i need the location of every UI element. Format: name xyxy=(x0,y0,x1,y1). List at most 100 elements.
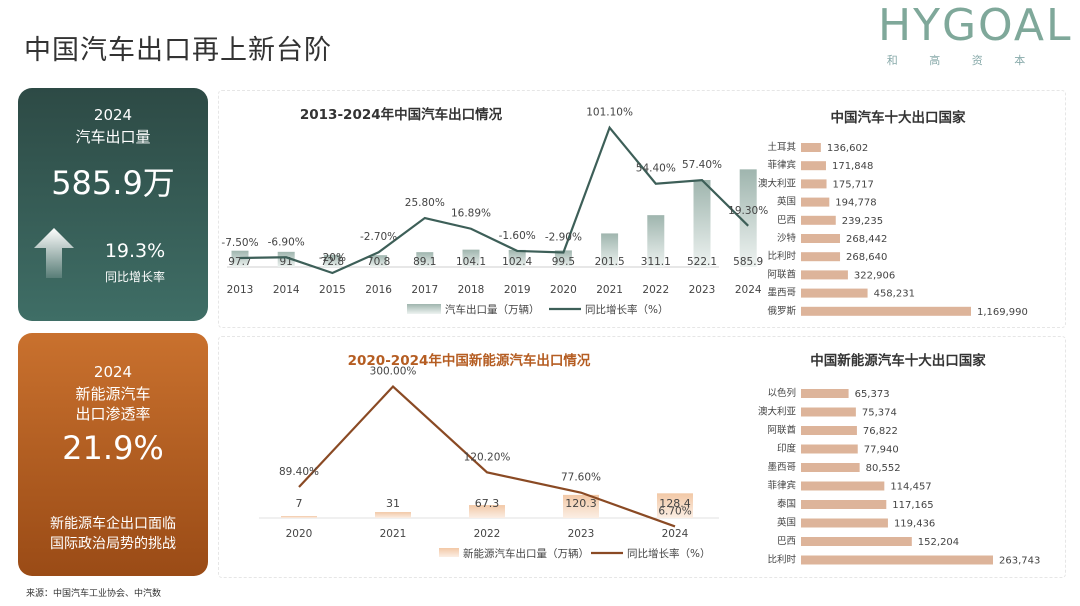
nev-x-tick-label: 2021 xyxy=(380,528,407,540)
export-value: 585.9万 xyxy=(51,164,175,202)
x-tick-label: 2015 xyxy=(319,284,346,296)
country-bar xyxy=(801,197,830,207)
country-label: 阿联酋 xyxy=(767,268,796,280)
country-value: 322,906 xyxy=(854,270,895,281)
nev-country-label: 阿联酋 xyxy=(767,424,796,436)
source-note: 来源：中国汽车工业协会、中汽数 xyxy=(26,589,162,599)
logo-text: HYGOAL xyxy=(878,0,1073,51)
nev-growth-label: 120.20% xyxy=(464,451,511,463)
nev-x-tick-label: 2022 xyxy=(474,528,501,540)
nev-country-bar xyxy=(801,537,912,546)
nev-label-2: 出口渗透率 xyxy=(75,405,151,423)
growth-label: -2.90% xyxy=(545,231,582,243)
volume-bar xyxy=(693,179,711,267)
nev-country-label: 英国 xyxy=(777,517,796,529)
nev-country-bar xyxy=(801,444,858,454)
volume-bar xyxy=(647,215,665,267)
nev-legend-volume-label: 新能源汽车出口量（万辆） xyxy=(463,547,589,560)
country-bar xyxy=(801,215,836,225)
x-tick-label: 2023 xyxy=(689,284,716,296)
nev-country-bar xyxy=(801,555,993,565)
x-tick-label: 2013 xyxy=(227,284,254,296)
nev-growth-label: 89.40% xyxy=(279,466,319,478)
nev-country-value: 119,436 xyxy=(894,519,935,530)
country-label: 俄罗斯 xyxy=(767,305,796,317)
x-tick-label: 2019 xyxy=(504,284,531,296)
volume-bar xyxy=(508,249,526,267)
nev-penetration-card: 2024 新能源汽车 出口渗透率 21.9% 新能源车企出口面临 国际政治局势的… xyxy=(18,333,208,576)
nev-note-2: 国际政治局势的挑战 xyxy=(50,536,176,552)
nev-volume-label: 31 xyxy=(386,497,400,510)
nev-panel: 2020-2024年中国新能源汽车出口情况 7 2020 31 2021 67.3 2022… xyxy=(218,336,1066,578)
nev-countries-chart-title: 中国新能源汽车十大出口国家 xyxy=(810,352,986,369)
nev-country-bar xyxy=(801,407,856,417)
growth-label: 25.80% xyxy=(405,197,445,209)
nev-country-value: 263,743 xyxy=(999,556,1040,567)
nev-country-bar xyxy=(801,389,849,398)
nev-country-label: 墨西哥 xyxy=(767,462,796,473)
x-tick-label: 2016 xyxy=(365,284,392,296)
export-label: 汽车出口量 xyxy=(75,128,151,146)
x-tick-label: 2018 xyxy=(458,284,485,296)
nev-country-bar xyxy=(801,518,888,528)
volume-bar xyxy=(554,250,572,267)
volume-label: 522.1 xyxy=(687,256,717,268)
volume-bar xyxy=(416,252,434,267)
country-bar xyxy=(801,306,971,316)
country-value: 136,602 xyxy=(827,143,868,154)
nev-volume-bar xyxy=(469,505,505,518)
country-value: 171,848 xyxy=(832,161,873,172)
nev-country-value: 75,374 xyxy=(862,408,897,419)
nev-growth-label: 77.60% xyxy=(561,472,601,484)
export-year: 2024 xyxy=(93,106,133,124)
country-value: 175,717 xyxy=(833,179,874,190)
volume-label: 104.1 xyxy=(456,256,486,268)
legend-volume-swatch xyxy=(407,304,441,314)
legend-volume-label: 汽车出口量（万辆） xyxy=(445,303,540,316)
country-label: 土耳其 xyxy=(767,141,796,153)
nev-year: 2024 xyxy=(93,363,133,381)
nev-country-value: 80,552 xyxy=(866,463,901,474)
country-value: 458,231 xyxy=(874,289,915,300)
volume-label: 99.5 xyxy=(552,256,575,268)
nev-volume-label: 67.3 xyxy=(475,497,500,510)
growth-label: 54.40% xyxy=(636,163,676,175)
nev-country-value: 65,373 xyxy=(855,389,890,400)
export-chart: 2013-2024年中国汽车出口情况97.7201391201472.82015… xyxy=(221,106,1028,318)
export-growth: 19.3% xyxy=(104,240,166,262)
nev-country-label: 菲律宾 xyxy=(767,480,796,492)
volume-bar xyxy=(370,255,388,267)
volume-bar xyxy=(323,254,341,267)
nev-country-bar xyxy=(801,500,887,509)
chart-title: 2013-2024年中国汽车出口情况 xyxy=(300,106,503,123)
nev-volume-label: 120.3 xyxy=(565,497,597,510)
export-growth-label: 同比增长率 xyxy=(104,270,165,284)
nev-country-value: 114,457 xyxy=(890,482,931,493)
nev-country-label: 比利时 xyxy=(767,554,796,566)
volume-bar xyxy=(231,250,249,267)
x-tick-label: 2017 xyxy=(411,284,438,296)
nev-chart: 2020-2024年中国新能源汽车出口情况 7 2020 31 2021 67.3 2022… xyxy=(259,352,1040,567)
nev-value: 21.9% xyxy=(62,429,164,467)
nev-growth-label: 6.70% xyxy=(658,505,691,517)
nev-country-bar xyxy=(801,481,885,491)
country-bar xyxy=(801,143,821,152)
country-label: 澳大利亚 xyxy=(758,177,797,189)
nev-country-label: 巴西 xyxy=(777,536,796,547)
country-bar xyxy=(801,252,841,262)
volume-label: 311.1 xyxy=(641,256,671,268)
country-bar xyxy=(801,288,868,298)
country-label: 墨西哥 xyxy=(767,288,796,299)
country-bar xyxy=(801,161,826,171)
nev-legend-growth-label: 同比增长率（%） xyxy=(627,547,710,560)
growth-label: -6.90% xyxy=(268,236,305,248)
growth-label: -7.50% xyxy=(221,237,258,249)
nev-volume-label: 7 xyxy=(296,497,303,510)
growth-label: 16.89% xyxy=(451,208,491,220)
country-value: 268,442 xyxy=(846,234,887,245)
nev-legend-volume-swatch xyxy=(439,548,459,557)
volume-bar xyxy=(277,251,295,267)
country-value: 1,169,990 xyxy=(977,307,1028,318)
volume-bar xyxy=(739,169,757,267)
volume-label: 201.5 xyxy=(595,256,625,268)
